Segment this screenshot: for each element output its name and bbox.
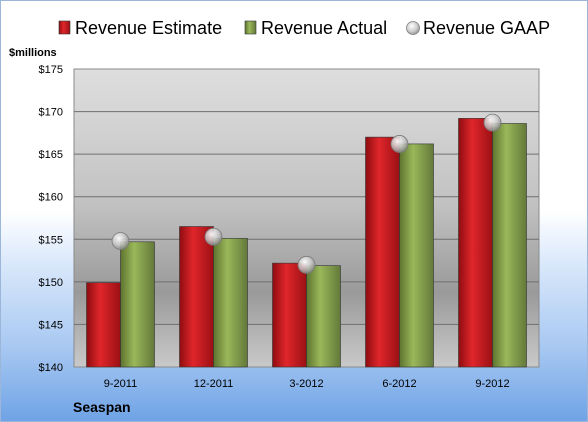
bar-revenue-actual — [306, 265, 341, 368]
x-tick-label: 9-2012 — [475, 378, 509, 390]
legend-label: Revenue Actual — [261, 18, 387, 38]
bar-revenue-actual — [492, 123, 527, 368]
gaap-marker — [111, 232, 130, 250]
bars — [86, 118, 527, 368]
bar-revenue-actual — [399, 143, 434, 368]
y-tick-label: $155 — [39, 234, 63, 246]
y-tick-label: $160 — [39, 192, 63, 204]
y-tick-label: $165 — [39, 149, 63, 161]
y-axis: $140 $145 $150 $155 $160 $165 $170 $175 — [39, 64, 63, 374]
x-tick-label: 3-2012 — [289, 378, 323, 390]
gaap-marker — [204, 227, 223, 246]
gaap-marker — [390, 135, 409, 153]
gaap-markers — [111, 113, 502, 274]
x-tick-label: 9-2011 — [104, 378, 137, 390]
legend: Revenue Estimate Revenue Actual Revenue GA… — [58, 18, 550, 38]
company-name: Seaspan — [73, 399, 131, 415]
x-tick-label: 12-2011 — [194, 378, 234, 390]
y-tick-label: $140 — [39, 362, 63, 374]
x-tick-label: 6-2012 — [382, 378, 416, 390]
bar-revenue-actual — [120, 241, 155, 368]
bar-revenue-estimate — [272, 262, 307, 368]
legend-label: Revenue GAAP — [423, 18, 550, 38]
legend-swatch-revenue-gaap — [406, 21, 420, 35]
legend-label: Revenue Estimate — [75, 18, 222, 38]
y-tick-label: $175 — [39, 64, 63, 76]
x-axis: 9-2011 12-2011 3-2012 6-2012 9-2012 — [104, 378, 510, 390]
gaap-marker — [483, 113, 502, 132]
bar-revenue-estimate — [458, 118, 493, 368]
y-tick-label: $145 — [39, 319, 63, 331]
bar-revenue-actual — [213, 238, 248, 368]
y-tick-label: $150 — [39, 277, 63, 289]
bar-revenue-estimate — [365, 136, 400, 368]
legend-swatch-revenue-estimate — [58, 20, 71, 35]
y-tick-label: $170 — [39, 107, 63, 119]
legend-swatch-revenue-actual — [244, 20, 257, 35]
y-axis-unit-label: $millions — [9, 47, 57, 59]
gaap-marker — [297, 255, 316, 274]
bar-revenue-estimate — [86, 282, 121, 368]
bar-revenue-estimate — [179, 226, 214, 368]
